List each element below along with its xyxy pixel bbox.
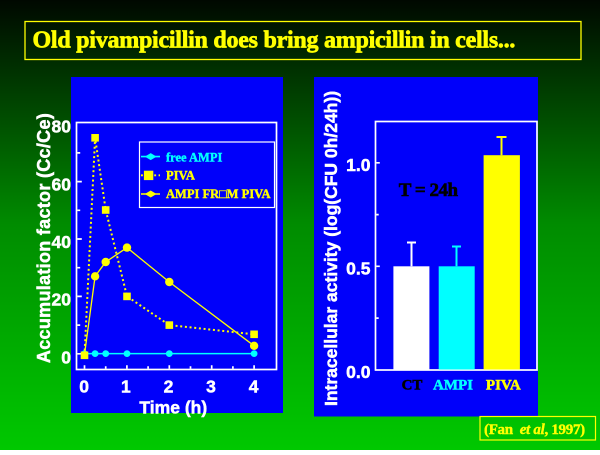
svg-text:Accumulation factor (Cc/Ce): Accumulation factor (Cc/Ce) bbox=[34, 113, 54, 363]
svg-text:3: 3 bbox=[206, 377, 216, 397]
svg-text:Old pivampicillin does bring a: Old pivampicillin does bring ampicillin … bbox=[33, 27, 516, 53]
svg-text:Intracellular activity (log(CF: Intracellular activity (log(CFU 0h/24h)) bbox=[321, 91, 341, 406]
svg-text:CT: CT bbox=[402, 378, 423, 394]
svg-text:AMPI: AMPI bbox=[433, 378, 473, 394]
svg-text:20: 20 bbox=[52, 290, 72, 310]
svg-text:0: 0 bbox=[61, 347, 71, 367]
svg-text:PIVA: PIVA bbox=[486, 378, 521, 394]
svg-text:1.0: 1.0 bbox=[346, 155, 371, 175]
svg-text:free AMPI: free AMPI bbox=[166, 150, 222, 164]
svg-text:AMPI FR□M PIVA: AMPI FR□M PIVA bbox=[166, 187, 271, 201]
svg-text:0.5: 0.5 bbox=[346, 258, 371, 278]
svg-text:80: 80 bbox=[52, 117, 72, 137]
svg-text:PIVA: PIVA bbox=[166, 169, 195, 183]
svg-text:Time (h): Time (h) bbox=[139, 398, 207, 418]
svg-text:4: 4 bbox=[249, 377, 259, 397]
svg-text:0: 0 bbox=[79, 377, 89, 397]
svg-text:1: 1 bbox=[121, 377, 131, 397]
svg-text:0.0: 0.0 bbox=[346, 362, 371, 382]
svg-text:60: 60 bbox=[52, 174, 72, 194]
svg-text:T = 24h: T = 24h bbox=[399, 180, 459, 201]
svg-text:2: 2 bbox=[164, 377, 174, 397]
svg-text:(Fan et al, 1997): (Fan et al, 1997) bbox=[484, 422, 585, 438]
svg-text:40: 40 bbox=[52, 232, 72, 252]
